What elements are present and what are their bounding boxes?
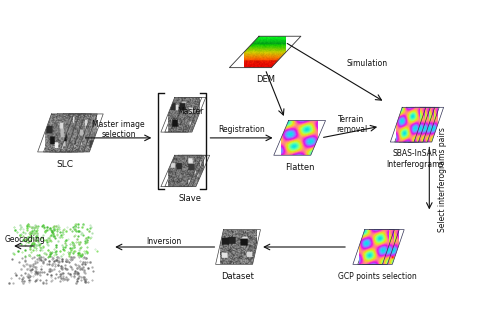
Text: Simulation: Simulation — [346, 59, 388, 68]
Text: Geocoding: Geocoding — [4, 235, 46, 244]
Text: Inversion: Inversion — [146, 237, 182, 246]
Text: DEM: DEM — [256, 75, 274, 84]
Text: Flatten: Flatten — [285, 163, 314, 172]
Text: Select interferograms pairs: Select interferograms pairs — [438, 127, 446, 232]
Text: Master image
selection: Master image selection — [92, 120, 145, 139]
Text: SBAS-InSAR
Interferograms: SBAS-InSAR Interferograms — [386, 149, 444, 169]
Text: Dataset: Dataset — [222, 272, 254, 281]
Text: Master: Master — [177, 107, 204, 116]
Text: Slave: Slave — [178, 194, 202, 203]
Text: Terrain
removal: Terrain removal — [336, 115, 367, 134]
Text: Registration: Registration — [218, 125, 265, 134]
Text: GCP points selection: GCP points selection — [338, 272, 417, 281]
Text: SLC: SLC — [56, 160, 73, 169]
